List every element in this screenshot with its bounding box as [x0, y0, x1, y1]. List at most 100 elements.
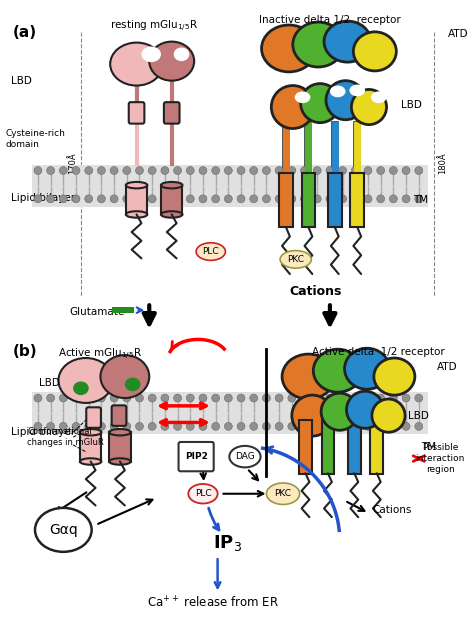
Ellipse shape: [34, 195, 42, 203]
Ellipse shape: [136, 422, 144, 430]
Ellipse shape: [35, 508, 91, 552]
Ellipse shape: [224, 166, 232, 175]
Ellipse shape: [224, 195, 232, 203]
Ellipse shape: [301, 195, 309, 203]
Ellipse shape: [161, 182, 182, 189]
Ellipse shape: [59, 195, 67, 203]
Ellipse shape: [110, 42, 163, 85]
Text: TM: TM: [413, 195, 428, 205]
Ellipse shape: [321, 393, 358, 430]
Ellipse shape: [301, 166, 309, 175]
Ellipse shape: [110, 195, 118, 203]
Ellipse shape: [161, 195, 169, 203]
Ellipse shape: [85, 195, 92, 203]
Text: Lipid bilayer: Lipid bilayer: [10, 193, 75, 203]
FancyBboxPatch shape: [112, 405, 126, 426]
Ellipse shape: [288, 166, 296, 175]
Text: Ca$^{++}$ release from ER: Ca$^{++}$ release from ER: [147, 596, 279, 611]
Ellipse shape: [85, 422, 92, 430]
Ellipse shape: [196, 243, 226, 260]
Text: 170Å: 170Å: [68, 153, 77, 175]
Bar: [279, 173, 293, 227]
Ellipse shape: [351, 89, 386, 125]
Ellipse shape: [282, 354, 335, 399]
Ellipse shape: [212, 195, 219, 203]
Ellipse shape: [313, 166, 321, 175]
Ellipse shape: [351, 195, 359, 203]
Ellipse shape: [326, 80, 365, 120]
Text: PLC: PLC: [202, 247, 219, 256]
Ellipse shape: [59, 422, 67, 430]
Bar: [126, 185, 147, 215]
Ellipse shape: [326, 394, 334, 402]
Ellipse shape: [364, 394, 372, 402]
Text: LBD: LBD: [10, 76, 31, 85]
Ellipse shape: [199, 195, 207, 203]
Ellipse shape: [372, 399, 405, 432]
Ellipse shape: [212, 422, 219, 430]
Bar: [32, 165, 428, 206]
Ellipse shape: [390, 166, 397, 175]
Ellipse shape: [212, 166, 219, 175]
Ellipse shape: [390, 394, 397, 402]
Text: IP$_3$: IP$_3$: [213, 532, 242, 553]
Ellipse shape: [263, 422, 270, 430]
Ellipse shape: [346, 391, 383, 429]
Ellipse shape: [292, 395, 333, 436]
Bar: [328, 173, 342, 227]
Ellipse shape: [371, 91, 386, 103]
Text: ATD: ATD: [438, 362, 458, 372]
FancyBboxPatch shape: [129, 102, 145, 123]
Ellipse shape: [250, 166, 258, 175]
Ellipse shape: [123, 195, 131, 203]
Ellipse shape: [263, 195, 270, 203]
Ellipse shape: [123, 166, 131, 175]
Ellipse shape: [377, 422, 384, 430]
Bar: [161, 185, 182, 215]
Ellipse shape: [186, 166, 194, 175]
Ellipse shape: [326, 166, 334, 175]
Ellipse shape: [34, 422, 42, 430]
Ellipse shape: [72, 195, 80, 203]
Ellipse shape: [263, 166, 270, 175]
Ellipse shape: [100, 355, 149, 398]
Ellipse shape: [293, 22, 344, 67]
Ellipse shape: [59, 394, 67, 402]
Ellipse shape: [72, 394, 80, 402]
Ellipse shape: [345, 348, 390, 389]
Ellipse shape: [237, 394, 245, 402]
Ellipse shape: [34, 394, 42, 402]
Ellipse shape: [125, 377, 140, 391]
Ellipse shape: [377, 166, 384, 175]
Ellipse shape: [110, 166, 118, 175]
Ellipse shape: [275, 394, 283, 402]
Ellipse shape: [280, 251, 311, 268]
Text: Glutamate: Glutamate: [69, 307, 125, 317]
Ellipse shape: [377, 195, 384, 203]
Ellipse shape: [199, 394, 207, 402]
Ellipse shape: [123, 394, 131, 402]
Ellipse shape: [173, 166, 182, 175]
Ellipse shape: [351, 166, 359, 175]
Ellipse shape: [275, 422, 283, 430]
Text: 180Å: 180Å: [438, 153, 447, 175]
Ellipse shape: [237, 195, 245, 203]
Ellipse shape: [148, 166, 156, 175]
Text: DAG: DAG: [235, 452, 255, 461]
Ellipse shape: [72, 166, 80, 175]
Ellipse shape: [250, 195, 258, 203]
Ellipse shape: [161, 394, 169, 402]
Ellipse shape: [85, 166, 92, 175]
Ellipse shape: [295, 91, 310, 103]
Ellipse shape: [338, 166, 346, 175]
Ellipse shape: [288, 394, 296, 402]
Text: LBD: LBD: [401, 100, 422, 110]
Ellipse shape: [123, 422, 131, 430]
Ellipse shape: [59, 166, 67, 175]
Ellipse shape: [266, 483, 300, 505]
Ellipse shape: [110, 422, 118, 430]
Ellipse shape: [353, 32, 396, 71]
Ellipse shape: [402, 166, 410, 175]
Ellipse shape: [186, 195, 194, 203]
Text: resting mGlu$_{1/5}$R: resting mGlu$_{1/5}$R: [110, 19, 198, 34]
